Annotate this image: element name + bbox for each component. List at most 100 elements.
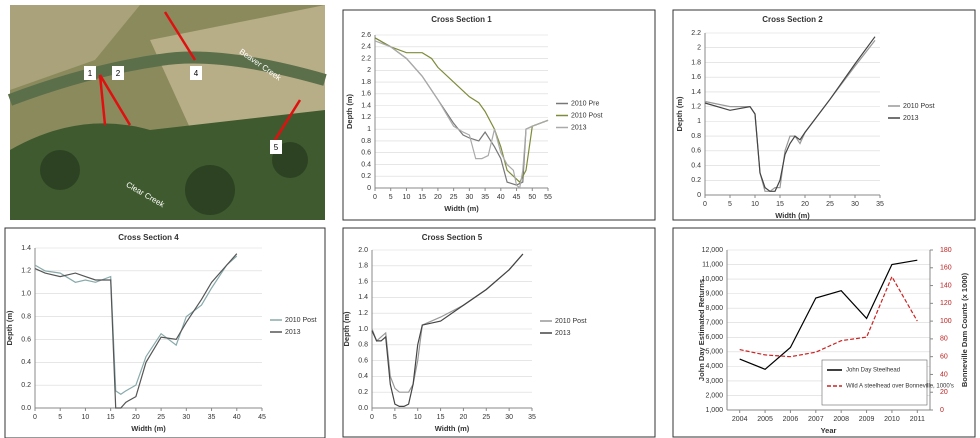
y2-tick-label: 40 [940,371,948,378]
x-tick-label: 2008 [833,416,849,423]
x-tick-label: 35 [481,194,489,201]
y-tick-label: 0.0 [358,405,368,412]
x-tick-label: 10 [403,194,411,201]
legend-label: 2013 [555,330,571,337]
y2-tick-label: 160 [940,265,952,272]
y-tick-label: 2 [697,45,701,52]
x-axis-label: Width (m) [444,204,479,213]
y-tick-label: 0.4 [358,373,368,380]
panel [673,10,975,220]
y-tick-label: 11,000 [702,261,723,268]
y-axis-label: Depth (m) [5,310,14,345]
photo-label: 1 [88,69,93,78]
y-tick-label: 1.0 [21,291,31,298]
y-tick-label: 0.4 [691,162,701,169]
y-tick-label: 0.2 [361,173,371,180]
y-tick-label: 0.6 [358,357,368,364]
y-tick-label: 5,000 [705,349,723,356]
y-tick-label: 2.0 [358,247,368,254]
x-axis-label: Width (m) [435,424,470,433]
y-tick-label: 8,000 [705,305,723,312]
chart-title: Cross Section 2 [762,15,823,24]
x-tick-label: 0 [373,194,377,201]
x-tick-label: 2009 [859,416,875,423]
legend-label: 2013 [903,115,919,122]
x-tick-label: 0 [703,201,707,208]
y-axis-label: Depth (m) [345,94,354,129]
x-tick-label: 5 [389,194,393,201]
legend-label: 2010 Post [555,318,587,325]
x-tick-label: 2006 [783,416,799,423]
x-tick-label: 2004 [732,416,748,423]
y-tick-label: 1.8 [358,263,368,270]
y-tick-label: 0.4 [21,359,31,366]
photo-label: 5 [274,143,279,152]
y-tick-label: 0 [697,192,701,199]
y-tick-label: 0 [367,185,371,192]
y-tick-label: 3,000 [705,378,723,385]
x-tick-label: 35 [528,414,536,421]
y-axis-label: Depth (m) [675,96,684,131]
y-tick-label: 2.2 [361,55,371,62]
x-tick-label: 25 [157,414,165,421]
y-tick-label: 1.8 [361,79,371,86]
x-tick-label: 40 [233,414,241,421]
x-tick-label: 45 [258,414,266,421]
x-tick-label: 20 [132,414,140,421]
y-tick-label: 0.8 [358,342,368,349]
y-tick-label: 1.6 [361,91,371,98]
y-tick-label: 2.4 [361,44,371,51]
y-tick-label: 1.6 [358,278,368,285]
x-tick-label: 15 [776,201,784,208]
legend-label: 2010 Post [285,317,317,324]
y-tick-label: 1.4 [358,294,368,301]
y-tick-label: 1.4 [691,89,701,96]
y-tick-label: 2,000 [705,392,723,399]
x-axis-label: Year [821,426,837,435]
x-tick-label: 50 [528,194,536,201]
x-tick-label: 2011 [910,416,925,423]
legend-label: 2013 [571,124,587,131]
y-tick-label: 0.6 [21,336,31,343]
y-tick-label: 1.2 [361,114,371,121]
x-tick-label: 5 [58,414,62,421]
x-tick-label: 55 [544,194,552,201]
x-tick-label: 15 [107,414,115,421]
x-tick-label: 15 [418,194,426,201]
y2-tick-label: 140 [940,282,952,289]
x-tick-label: 30 [465,194,473,201]
y-tick-label: 1.2 [691,103,701,110]
y-tick-label: 0.8 [691,133,701,140]
aerial-photo: 1 2 4 5 Beaver Creek Clear Creek [10,5,325,220]
legend-label: Wild A steelhead over Bonneville, 1000's [846,384,954,390]
legend-label: 2010 Post [903,103,935,110]
legend-label: 2010 Pre [571,100,600,107]
y-tick-label: 1 [367,126,371,133]
y-tick-label: 1.8 [691,59,701,66]
x-tick-label: 2007 [808,416,824,423]
panel [343,228,655,437]
x-tick-label: 10 [751,201,759,208]
photo-label: 2 [116,69,121,78]
y-tick-label: 1.0 [358,326,368,333]
y2-tick-label: 80 [940,336,948,343]
x-tick-label: 2005 [757,416,773,423]
x-tick-label: 10 [82,414,90,421]
x-tick-label: 25 [482,414,490,421]
y-tick-label: 1.4 [21,245,31,252]
chart-title: Cross Section 5 [422,233,483,242]
x-tick-label: 25 [450,194,458,201]
y-tick-label: 2.2 [691,30,701,37]
y-tick-label: 12,000 [702,247,724,254]
x-tick-label: 35 [876,201,884,208]
y2-tick-label: 180 [940,247,952,254]
y-tick-label: 1.2 [21,268,31,275]
x-tick-label: 0 [33,414,37,421]
y-tick-label: 1 [697,118,701,125]
x-tick-label: 40 [497,194,505,201]
y-axis-label: John Day Estimated Returns [697,279,706,381]
legend-label: John Day Steelhead [846,368,900,374]
y-tick-label: 0.4 [361,161,371,168]
x-tick-label: 15 [437,414,445,421]
y-tick-label: 0.6 [691,148,701,155]
